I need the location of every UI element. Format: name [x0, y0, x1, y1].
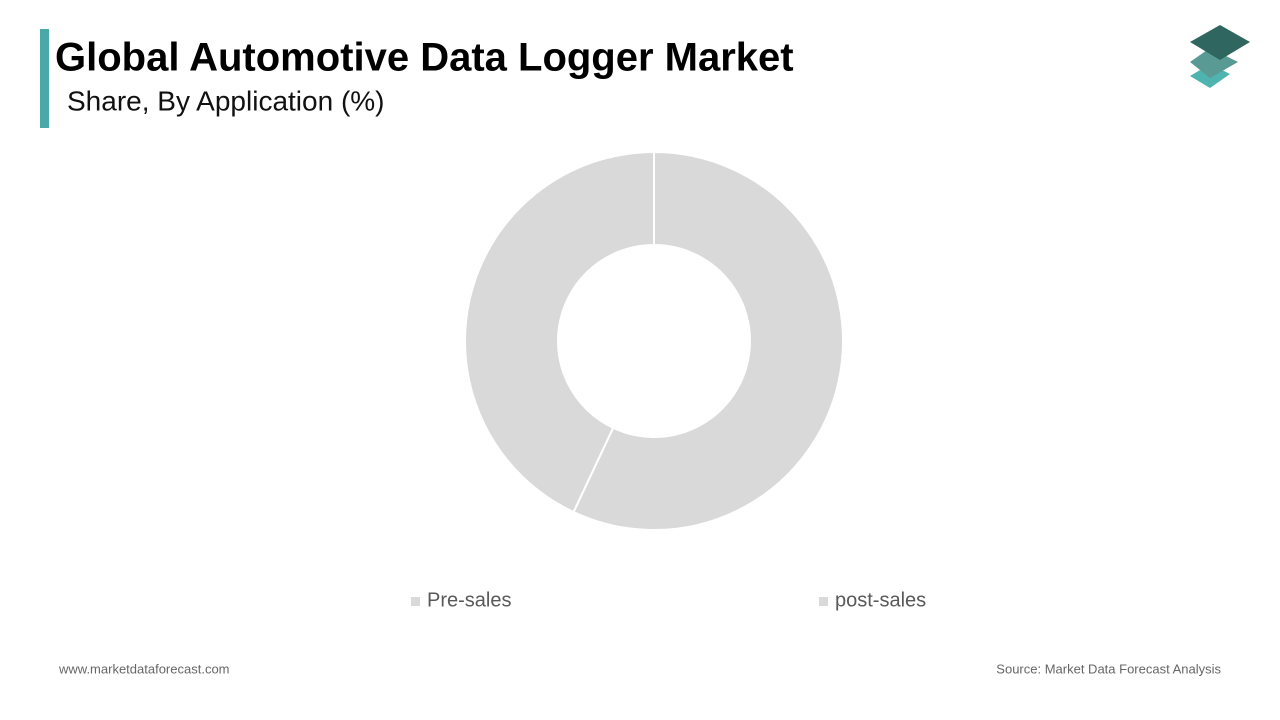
legend-swatch: [411, 597, 420, 606]
logo: [1190, 25, 1250, 88]
legend-swatch: [819, 597, 828, 606]
chart-subtitle: Share, By Application (%): [67, 85, 385, 116]
legend-label: Pre-sales: [427, 589, 511, 611]
footer-source: Source: Market Data Forecast Analysis: [996, 661, 1221, 676]
title-accent: [40, 29, 49, 128]
donut-slice: [572, 150, 844, 531]
legend-label: post-sales: [835, 589, 926, 611]
footer-website: www.marketdataforecast.com: [58, 661, 230, 676]
donut-slice: [464, 150, 655, 514]
chart-title: Global Automotive Data Logger Market: [55, 36, 794, 80]
